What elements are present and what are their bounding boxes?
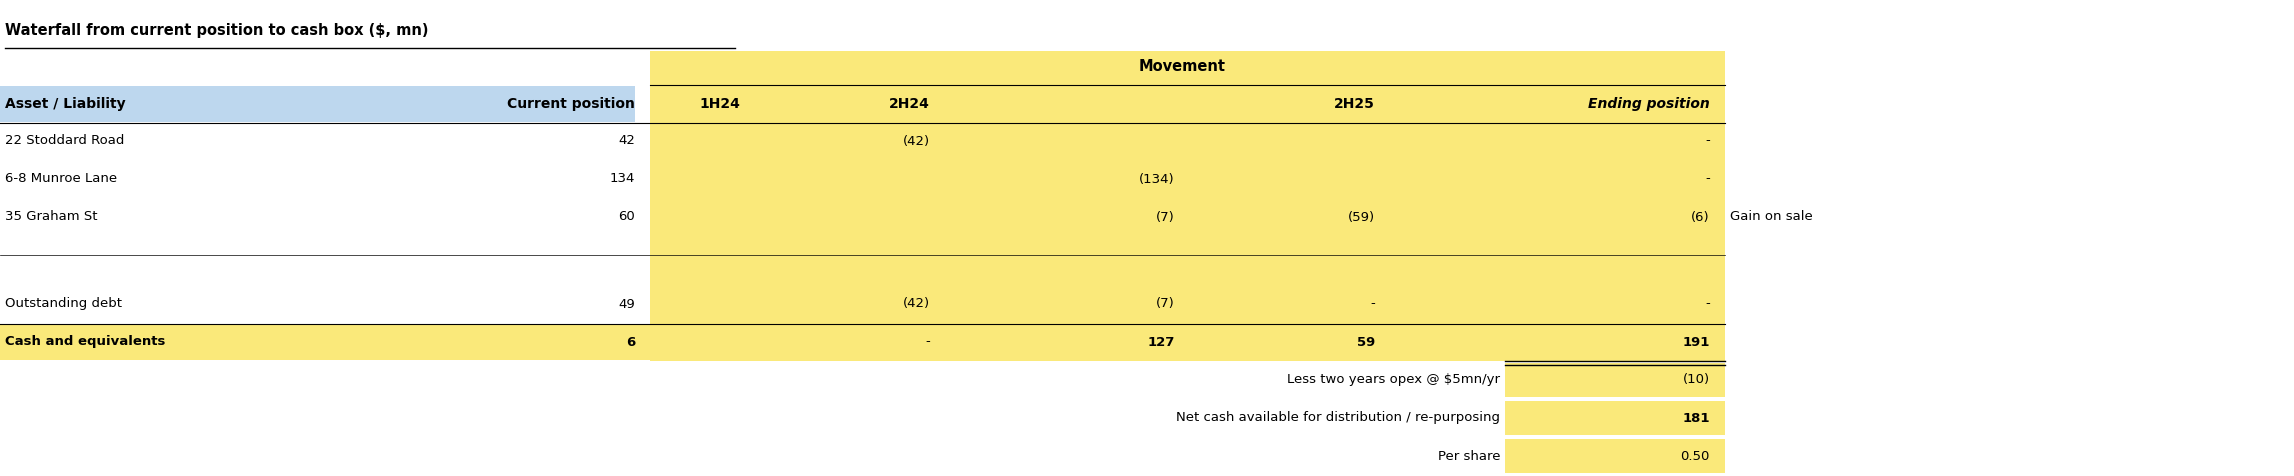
Text: (7): (7) — [1156, 210, 1175, 224]
Text: -: - — [924, 336, 929, 348]
Text: (59): (59) — [1349, 210, 1374, 224]
Text: 49: 49 — [619, 298, 635, 310]
Text: 181: 181 — [1682, 411, 1709, 425]
Text: (10): (10) — [1684, 374, 1709, 387]
Text: 134: 134 — [610, 172, 635, 186]
Text: 59: 59 — [1356, 336, 1374, 348]
Text: -: - — [1370, 298, 1374, 310]
Text: Movement: Movement — [1140, 59, 1225, 73]
Text: (42): (42) — [904, 298, 929, 310]
Text: (42): (42) — [904, 135, 929, 148]
Text: 1H24: 1H24 — [700, 97, 741, 111]
Text: Waterfall from current position to cash box ($, mn): Waterfall from current position to cash … — [5, 23, 429, 39]
Text: 127: 127 — [1147, 336, 1175, 348]
Bar — [1505, 439, 1725, 473]
Text: (7): (7) — [1156, 298, 1175, 310]
Text: Gain on sale: Gain on sale — [1730, 210, 1812, 224]
Text: 6: 6 — [626, 336, 635, 348]
Text: Per share: Per share — [1438, 449, 1500, 463]
Text: 2H24: 2H24 — [890, 97, 929, 111]
Text: 35 Graham St: 35 Graham St — [5, 210, 99, 224]
Text: Net cash available for distribution / re-purposing: Net cash available for distribution / re… — [1177, 411, 1500, 425]
Text: (134): (134) — [1140, 172, 1175, 186]
Text: -: - — [1704, 172, 1709, 186]
Text: Current position: Current position — [507, 97, 635, 111]
Text: Outstanding debt: Outstanding debt — [5, 298, 122, 310]
Bar — [1505, 401, 1725, 435]
Text: Cash and equivalents: Cash and equivalents — [5, 336, 165, 348]
Text: Less two years opex @ $5mn/yr: Less two years opex @ $5mn/yr — [1287, 374, 1500, 387]
Bar — [1505, 363, 1725, 397]
Text: Asset / Liability: Asset / Liability — [5, 97, 126, 111]
Bar — [649, 51, 1725, 361]
Text: 0.50: 0.50 — [1682, 449, 1709, 463]
Text: 6-8 Munroe Lane: 6-8 Munroe Lane — [5, 172, 117, 186]
Text: 42: 42 — [617, 135, 635, 148]
Text: 22 Stoddard Road: 22 Stoddard Road — [5, 135, 124, 148]
Text: -: - — [1704, 135, 1709, 148]
Text: 191: 191 — [1682, 336, 1709, 348]
Text: 2H25: 2H25 — [1335, 97, 1374, 111]
Text: 60: 60 — [619, 210, 635, 224]
Text: (6): (6) — [1691, 210, 1709, 224]
Text: -: - — [1704, 298, 1709, 310]
Bar — [0, 324, 1725, 360]
Text: Ending position: Ending position — [1587, 97, 1709, 111]
Bar — [0, 86, 635, 122]
